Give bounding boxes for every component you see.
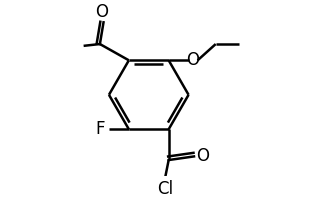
Text: O: O: [95, 3, 108, 20]
Text: F: F: [96, 120, 105, 138]
Text: Cl: Cl: [157, 180, 173, 198]
Text: O: O: [196, 147, 209, 165]
Text: O: O: [186, 51, 199, 69]
